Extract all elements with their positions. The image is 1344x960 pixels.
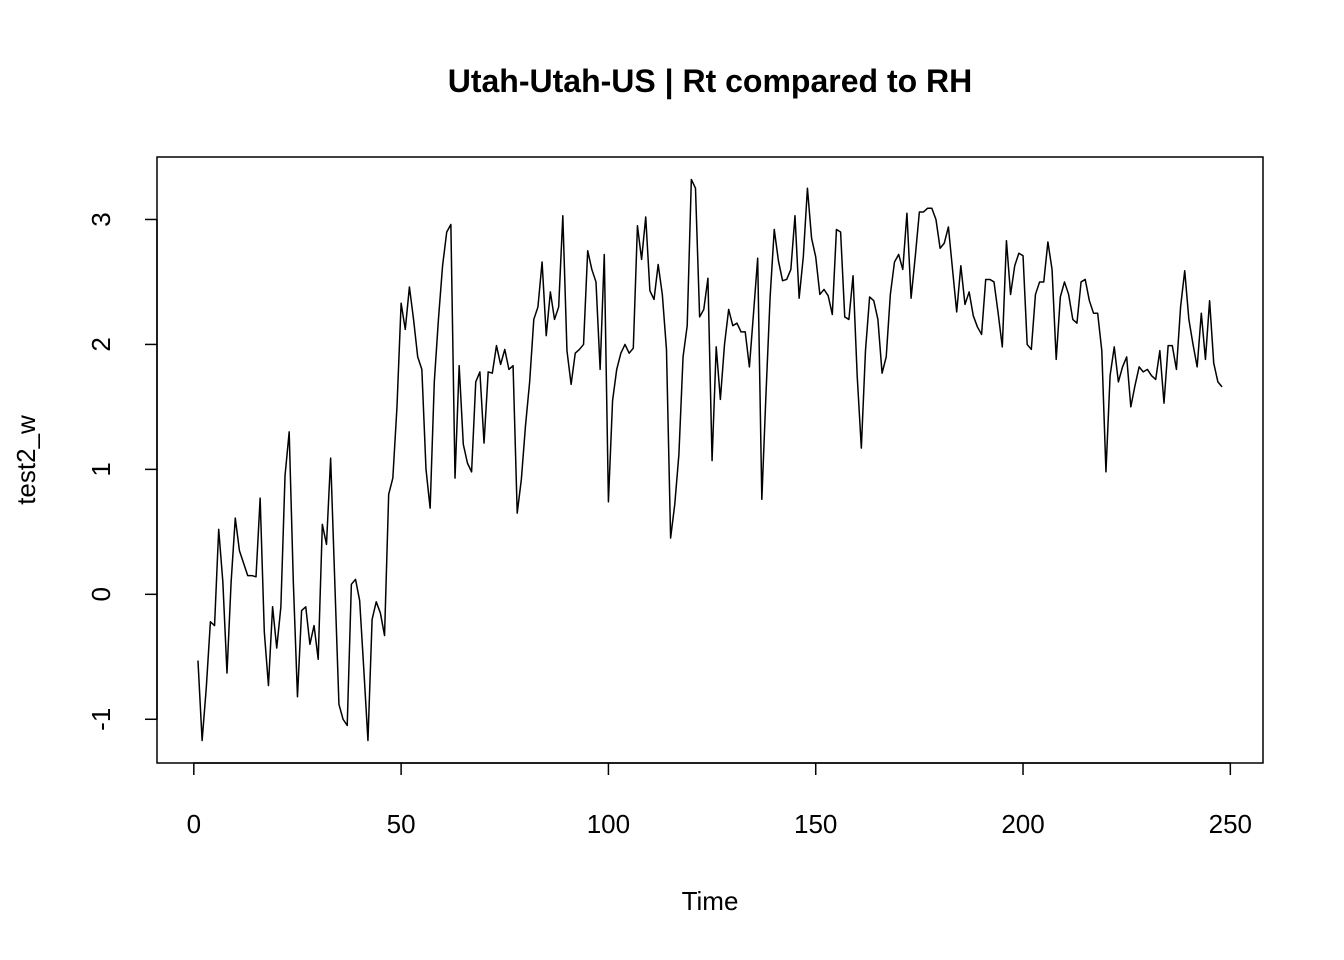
x-tick-label: 250 — [1209, 809, 1252, 839]
y-tick-label: 0 — [86, 587, 116, 601]
x-tick-label: 200 — [1001, 809, 1044, 839]
x-tick-label: 100 — [587, 809, 630, 839]
x-tick-label: 0 — [187, 809, 201, 839]
x-axis-label: Time — [682, 886, 739, 916]
chart-title: Utah-Utah-US | Rt compared to RH — [448, 63, 973, 99]
y-tick-label: -1 — [86, 708, 116, 731]
x-tick-label: 150 — [794, 809, 837, 839]
y-tick-label: 2 — [86, 337, 116, 351]
plot-box — [156, 156, 1264, 764]
series-line — [197, 178, 1223, 742]
y-axis-label: test2_w — [11, 415, 41, 505]
y-tick-label: 1 — [86, 462, 116, 476]
y-tick-label: 3 — [86, 212, 116, 226]
x-tick-label: 50 — [387, 809, 416, 839]
